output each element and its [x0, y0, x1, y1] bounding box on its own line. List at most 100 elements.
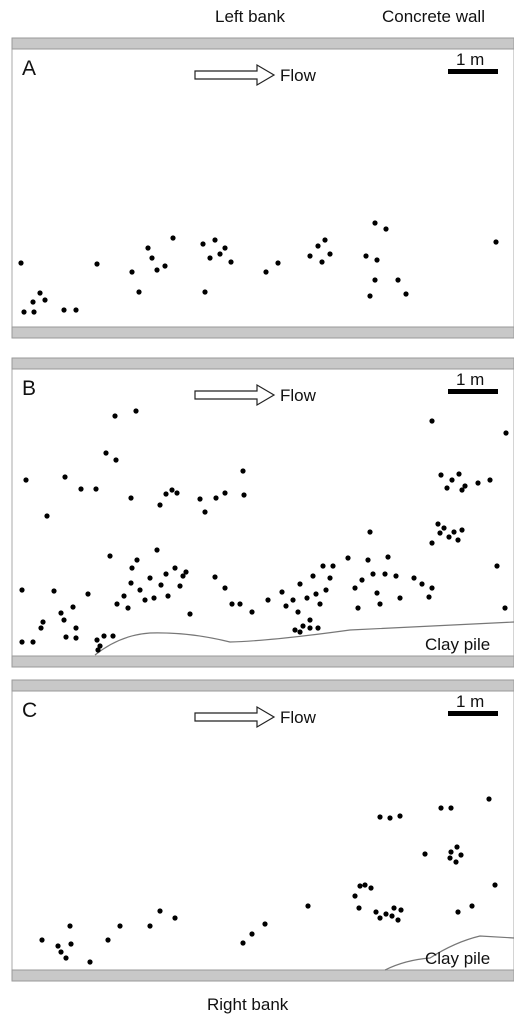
particle: [279, 589, 285, 595]
particle: [70, 604, 76, 610]
particle: [492, 882, 498, 888]
particle: [275, 260, 281, 266]
particle: [494, 563, 500, 569]
flow-label: Flow: [280, 66, 317, 85]
panel-area: [11, 37, 514, 328]
particle: [372, 220, 378, 226]
particle: [323, 587, 329, 593]
flow-arrow: [194, 705, 276, 729]
particle: [307, 617, 313, 623]
particle: [305, 903, 311, 909]
particle: [320, 563, 326, 569]
panel-area: [11, 679, 514, 971]
particle: [157, 908, 163, 914]
particle: [42, 297, 48, 303]
particle: [290, 597, 296, 603]
particle: [437, 530, 443, 536]
clay-pile-edge: [94, 621, 514, 656]
particle: [95, 647, 101, 653]
particle: [129, 565, 135, 571]
particle: [133, 408, 139, 414]
particle: [62, 474, 68, 480]
particle: [114, 601, 120, 607]
particle: [365, 557, 371, 563]
particle: [357, 883, 363, 889]
particle: [447, 855, 453, 861]
particle: [85, 591, 91, 597]
particle: [429, 418, 435, 424]
particle: [370, 571, 376, 577]
particle: [136, 289, 142, 295]
particle: [448, 805, 454, 811]
particle: [315, 625, 321, 631]
particle: [493, 239, 499, 245]
flow-arrow: [194, 383, 276, 407]
scale-bar: [448, 69, 498, 74]
particle: [241, 492, 247, 498]
particle: [368, 885, 374, 891]
particle: [240, 468, 246, 474]
particle: [101, 633, 107, 639]
particle: [105, 937, 111, 943]
particle: [377, 814, 383, 820]
scale-label: 1 m: [456, 50, 484, 69]
particle: [177, 583, 183, 589]
particle: [486, 796, 492, 802]
particle: [403, 291, 409, 297]
particle: [367, 529, 373, 535]
particle: [307, 253, 313, 259]
flow-label: Flow: [280, 708, 317, 727]
particle: [387, 815, 393, 821]
particle: [174, 490, 180, 496]
particle: [449, 477, 455, 483]
particle: [435, 521, 441, 527]
particle: [142, 597, 148, 603]
right-wall: [11, 326, 514, 339]
particle: [297, 581, 303, 587]
particle: [315, 243, 321, 249]
particle: [58, 610, 64, 616]
particle: [172, 565, 178, 571]
panel: B Flow 1 m Clay pile: [11, 357, 514, 668]
particle: [163, 491, 169, 497]
particle: [292, 627, 298, 633]
particle: [313, 591, 319, 597]
panel: A Flow 1 m: [11, 37, 514, 339]
right-wall: [11, 655, 514, 668]
particle: [249, 609, 255, 615]
particle: [398, 907, 404, 913]
particle: [426, 594, 432, 600]
particle: [262, 921, 268, 927]
particle: [374, 257, 380, 263]
particle: [78, 486, 84, 492]
particle: [322, 237, 328, 243]
particle: [68, 941, 74, 947]
particle: [265, 597, 271, 603]
particle: [373, 909, 379, 915]
particle: [297, 629, 303, 635]
particle: [304, 595, 310, 601]
particle: [107, 553, 113, 559]
particle: [94, 637, 100, 643]
particle: [327, 251, 333, 257]
particle: [419, 581, 425, 587]
particle: [61, 307, 67, 313]
particle: [263, 269, 269, 275]
particle: [300, 623, 306, 629]
clay-pile-label: Clay pile: [425, 949, 490, 968]
particle: [154, 267, 160, 273]
particle: [317, 601, 323, 607]
particle: [151, 595, 157, 601]
particle: [73, 307, 79, 313]
particle: [55, 943, 61, 949]
particle: [422, 851, 428, 857]
particle: [103, 450, 109, 456]
particle: [444, 485, 450, 491]
particle: [352, 893, 358, 899]
particle: [310, 573, 316, 579]
particle: [19, 587, 25, 593]
particle: [383, 226, 389, 232]
particle: [125, 605, 131, 611]
particle: [147, 575, 153, 581]
particle: [197, 496, 203, 502]
